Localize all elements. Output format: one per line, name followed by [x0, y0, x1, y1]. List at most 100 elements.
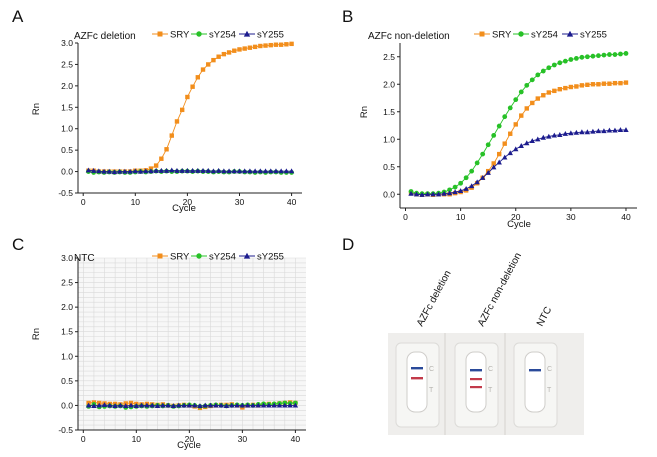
data-point [122, 168, 128, 174]
data-point [535, 96, 540, 101]
data-point [292, 402, 299, 408]
data-point [568, 57, 574, 62]
data-point [546, 133, 552, 139]
x-tick-label: 30 [238, 434, 248, 444]
panel-d: D AZFc deletion AZFc non-deletion NTC C … [342, 235, 584, 435]
series-line [88, 402, 296, 409]
data-point [165, 402, 171, 408]
data-point [413, 191, 420, 197]
y-tick-label: 2.0 [61, 302, 73, 312]
y-axis-label: Rn [31, 103, 42, 115]
legend-entry-sy254: sY254 [513, 30, 558, 41]
data-point [496, 159, 502, 165]
data-point [255, 402, 261, 408]
legend-label: sY254 [209, 252, 236, 263]
y-tick-label: 2.5 [383, 52, 395, 62]
y-tick-label: 0.0 [61, 400, 73, 410]
test-mark: T [488, 387, 493, 394]
data-point [179, 107, 185, 113]
panel-title: NTC [74, 253, 95, 264]
data-point [612, 52, 618, 57]
data-point [497, 151, 502, 157]
data-point [524, 82, 530, 88]
data-point [239, 402, 246, 408]
data-point [185, 94, 190, 100]
x-tick-label: 0 [81, 197, 86, 207]
x-tick-label: 10 [131, 197, 141, 207]
data-point [408, 190, 414, 196]
test-strip-ntc: C T [513, 342, 558, 428]
data-point [617, 127, 624, 132]
x-tick-label: 10 [456, 212, 466, 222]
data-point [189, 167, 196, 173]
x-tick-label: 40 [287, 197, 297, 207]
data-point [101, 168, 107, 174]
x-axis-label: Cycle [507, 219, 531, 230]
data-point [601, 52, 607, 58]
data-point [154, 403, 161, 409]
data-point [507, 150, 513, 156]
data-point [607, 52, 612, 57]
data-point [202, 402, 208, 408]
series-sry [408, 80, 629, 197]
data-point [552, 88, 557, 94]
data-point [557, 87, 563, 92]
data-point [513, 146, 519, 152]
data-point [458, 180, 464, 186]
data-point [276, 402, 283, 408]
data-point [502, 114, 508, 120]
data-point [117, 402, 124, 408]
legend-label: SRY [492, 30, 512, 41]
y-tick-label: 3.0 [61, 38, 73, 48]
legend-label: sY254 [531, 30, 558, 41]
data-point [170, 403, 177, 409]
data-point [207, 402, 214, 408]
data-point [153, 163, 159, 168]
data-point [540, 68, 546, 74]
legend: SRY sY254 sY255 [152, 30, 284, 41]
data-point [601, 128, 607, 134]
legend-entry-sy255: sY255 [239, 30, 284, 41]
data-point [132, 168, 139, 174]
data-point [546, 65, 552, 71]
data-point [574, 84, 579, 89]
data-point [226, 168, 232, 174]
legend-entry-sy254: sY254 [191, 252, 236, 263]
data-point [419, 192, 425, 197]
data-point [446, 190, 453, 196]
data-point [184, 167, 191, 173]
test-line [470, 378, 482, 381]
data-point [263, 43, 268, 48]
data-point [513, 97, 519, 103]
legend: SRY sY254 sY255 [152, 252, 284, 263]
series-line [88, 404, 296, 407]
data-point [530, 100, 535, 106]
data-point [262, 168, 269, 174]
y-tick-label: 1.5 [61, 102, 73, 112]
data-point [502, 154, 508, 160]
test-mark: T [429, 387, 434, 394]
data-point [144, 402, 150, 408]
data-point [435, 191, 442, 197]
panel-b: 0.0 0.5 1.0 1.5 2.0 2.5 0 10 20 30 40 B AZFc non-de… [342, 7, 637, 230]
data-point [573, 56, 579, 61]
data-point [106, 168, 112, 174]
data-point [618, 80, 623, 86]
data-point [287, 402, 293, 408]
y-tick-label: 2.0 [61, 81, 73, 91]
x-tick-label: 0 [403, 212, 408, 222]
data-point [424, 191, 431, 197]
data-point [231, 168, 237, 174]
data-point [529, 138, 535, 143]
y-tick-label: 1.0 [61, 351, 73, 361]
y-axis-label: Rn [359, 106, 370, 118]
data-point [541, 93, 546, 98]
data-point [268, 168, 274, 174]
x-tick-label: 10 [132, 434, 142, 444]
y-tick-label: 1.0 [383, 134, 395, 144]
data-point [232, 48, 237, 53]
data-point [507, 105, 513, 111]
data-point [215, 167, 222, 173]
data-point [452, 184, 458, 190]
